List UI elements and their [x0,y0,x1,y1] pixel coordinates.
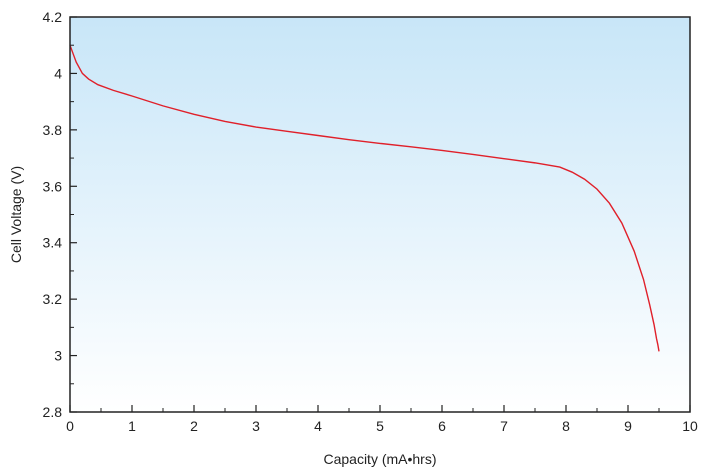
y-tick-label: 3.8 [43,122,63,138]
x-tick-label: 8 [562,418,570,434]
x-tick-label: 4 [314,418,322,434]
plot-frame [69,16,691,413]
x-tick-label: 2 [190,418,198,434]
y-axis: 2.8 3 3.2 3.4 3.6 3.8 4 4.2 [43,9,77,420]
x-tick-label: 3 [252,418,260,434]
y-tick-label: 4 [54,65,62,81]
x-tick-label: 9 [624,418,632,434]
x-axis: 0 1 2 3 4 5 6 7 8 9 10 [66,405,698,434]
series-line [69,44,660,352]
x-tick-label: 5 [376,418,384,434]
x-tick-label: 0 [66,418,74,434]
x-axis-label: Capacity (mA•hrs) [323,451,436,467]
x-tick-label: 10 [682,418,698,434]
x-tick-label: 1 [128,418,136,434]
x-tick-label: 7 [500,418,508,434]
y-tick-label: 4.2 [43,9,63,25]
y-tick-label: 3.4 [43,235,63,251]
y-tick-label: 2.8 [43,404,63,420]
y-tick-label: 3 [54,348,62,364]
x-tick-label: 6 [438,418,446,434]
y-tick-label: 3.2 [43,291,63,307]
y-tick-label: 3.6 [43,178,63,194]
y-axis-label: Cell Voltage (V) [8,166,24,263]
plot-area [70,17,690,412]
